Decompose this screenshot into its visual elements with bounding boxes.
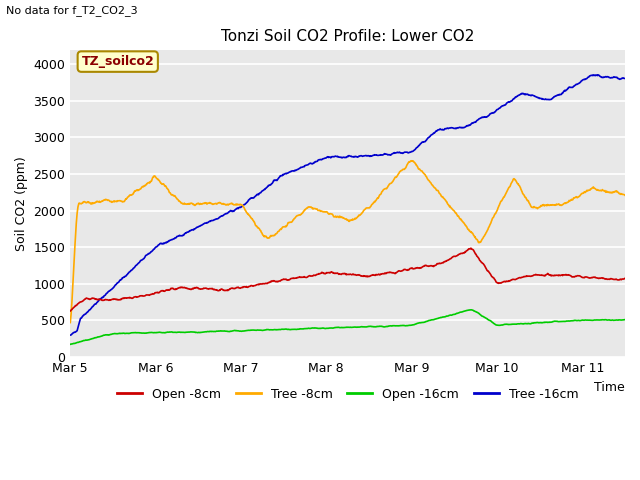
Text: No data for f_T2_CO2_3: No data for f_T2_CO2_3 (6, 5, 138, 16)
Y-axis label: Soil CO2 (ppm): Soil CO2 (ppm) (15, 156, 28, 251)
Text: TZ_soilco2: TZ_soilco2 (81, 55, 154, 68)
Title: Tonzi Soil CO2 Profile: Lower CO2: Tonzi Soil CO2 Profile: Lower CO2 (221, 29, 474, 44)
Legend: Open -8cm, Tree -8cm, Open -16cm, Tree -16cm: Open -8cm, Tree -8cm, Open -16cm, Tree -… (111, 383, 584, 406)
Text: Time: Time (595, 381, 625, 394)
